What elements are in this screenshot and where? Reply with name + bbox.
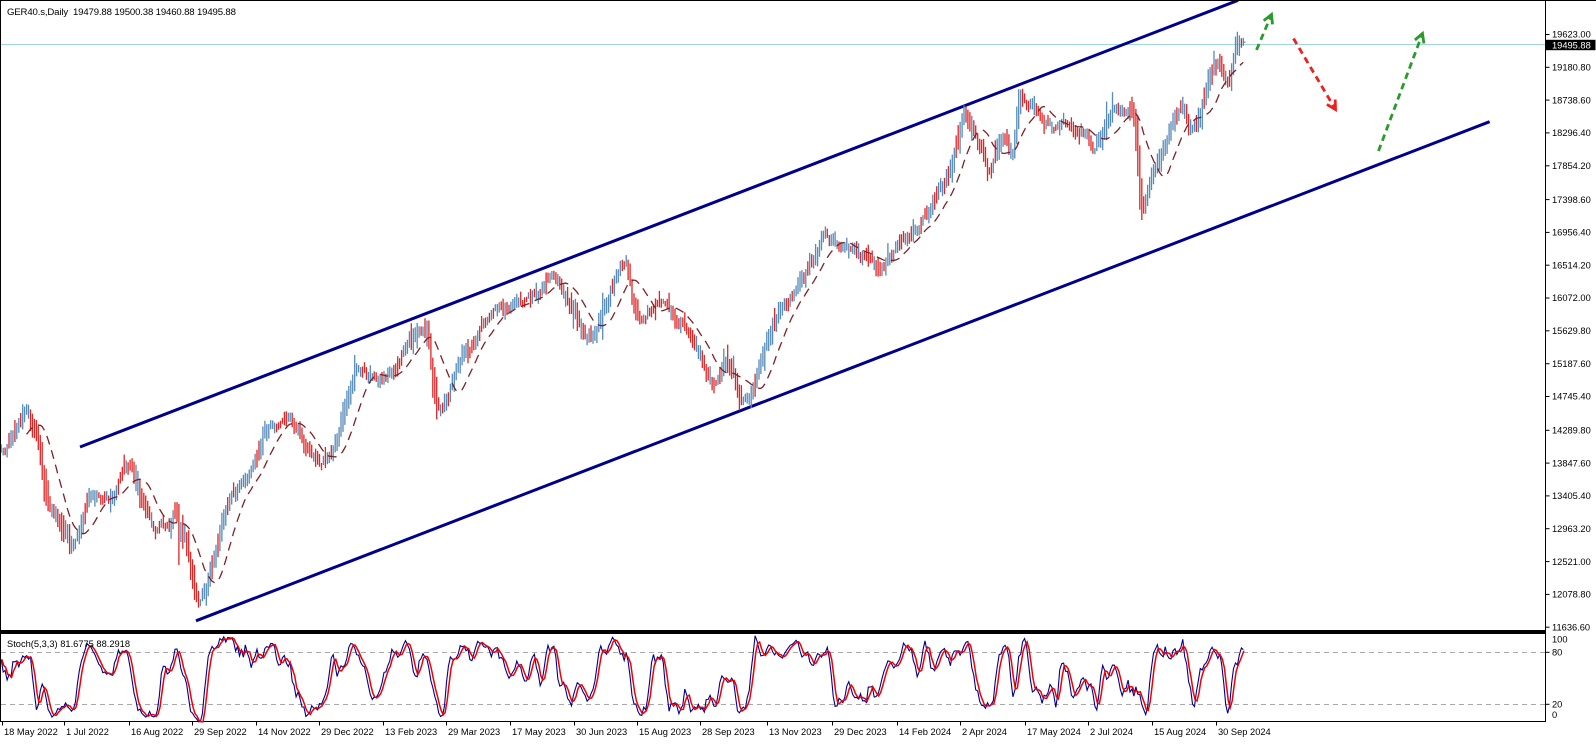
svg-text:20: 20: [1552, 700, 1562, 710]
svg-text:16072.00: 16072.00: [1552, 293, 1591, 303]
svg-text:16514.20: 16514.20: [1552, 260, 1591, 270]
svg-text:16 Aug 2022: 16 Aug 2022: [131, 727, 183, 737]
svg-text:14 Feb 2024: 14 Feb 2024: [899, 727, 951, 737]
svg-text:0: 0: [1552, 710, 1557, 720]
svg-text:15 Aug 2023: 15 Aug 2023: [639, 727, 691, 737]
svg-text:30 Jun 2023: 30 Jun 2023: [576, 727, 627, 737]
svg-text:19495.88: 19495.88: [1552, 40, 1591, 50]
svg-text:GER40.s,Daily 19479.88 19500.: GER40.s,Daily 19479.88 19500.38 19460.88…: [7, 7, 236, 18]
svg-text:2 Apr 2024: 2 Apr 2024: [962, 727, 1007, 737]
svg-text:14289.80: 14289.80: [1552, 426, 1591, 436]
svg-text:15629.80: 15629.80: [1552, 326, 1591, 336]
svg-text:18 May 2022: 18 May 2022: [4, 727, 58, 737]
svg-text:80: 80: [1552, 647, 1562, 657]
svg-text:13405.40: 13405.40: [1552, 491, 1591, 501]
svg-text:14 Nov 2022: 14 Nov 2022: [258, 727, 311, 737]
svg-text:13 Feb 2023: 13 Feb 2023: [385, 727, 437, 737]
svg-text:17 May 2024: 17 May 2024: [1027, 727, 1081, 737]
svg-text:13 Nov 2023: 13 Nov 2023: [769, 727, 822, 737]
svg-text:29 Mar 2023: 29 Mar 2023: [448, 727, 500, 737]
svg-text:15187.60: 15187.60: [1552, 359, 1591, 369]
svg-text:11636.60: 11636.60: [1552, 622, 1590, 632]
svg-text:19623.00: 19623.00: [1552, 30, 1591, 40]
svg-text:17854.20: 17854.20: [1552, 161, 1591, 171]
svg-text:100: 100: [1552, 634, 1568, 644]
svg-text:28 Sep 2023: 28 Sep 2023: [702, 727, 755, 737]
svg-text:12521.00: 12521.00: [1552, 557, 1591, 567]
svg-text:2 Jul 2024: 2 Jul 2024: [1090, 727, 1133, 737]
svg-text:16956.40: 16956.40: [1552, 228, 1591, 238]
svg-text:29 Dec 2023: 29 Dec 2023: [834, 727, 887, 737]
svg-text:17 May 2023: 17 May 2023: [512, 727, 566, 737]
svg-text:29 Sep 2022: 29 Sep 2022: [194, 727, 247, 737]
svg-text:12078.80: 12078.80: [1552, 590, 1591, 600]
svg-text:14745.40: 14745.40: [1552, 392, 1591, 402]
svg-text:1 Jul 2022: 1 Jul 2022: [66, 727, 109, 737]
svg-text:29 Dec 2022: 29 Dec 2022: [321, 727, 374, 737]
svg-text:13847.60: 13847.60: [1552, 458, 1591, 468]
svg-text:17398.60: 17398.60: [1552, 195, 1591, 205]
svg-text:12963.20: 12963.20: [1552, 524, 1591, 534]
svg-text:18296.40: 18296.40: [1552, 128, 1591, 138]
svg-text:30 Sep 2024: 30 Sep 2024: [1218, 727, 1271, 737]
svg-text:19180.80: 19180.80: [1552, 63, 1591, 73]
svg-text:18738.60: 18738.60: [1552, 95, 1591, 105]
svg-text:15 Aug 2024: 15 Aug 2024: [1154, 727, 1206, 737]
svg-text:Stoch(5,3,3) 81.6775 88.2918: Stoch(5,3,3) 81.6775 88.2918: [7, 639, 130, 649]
